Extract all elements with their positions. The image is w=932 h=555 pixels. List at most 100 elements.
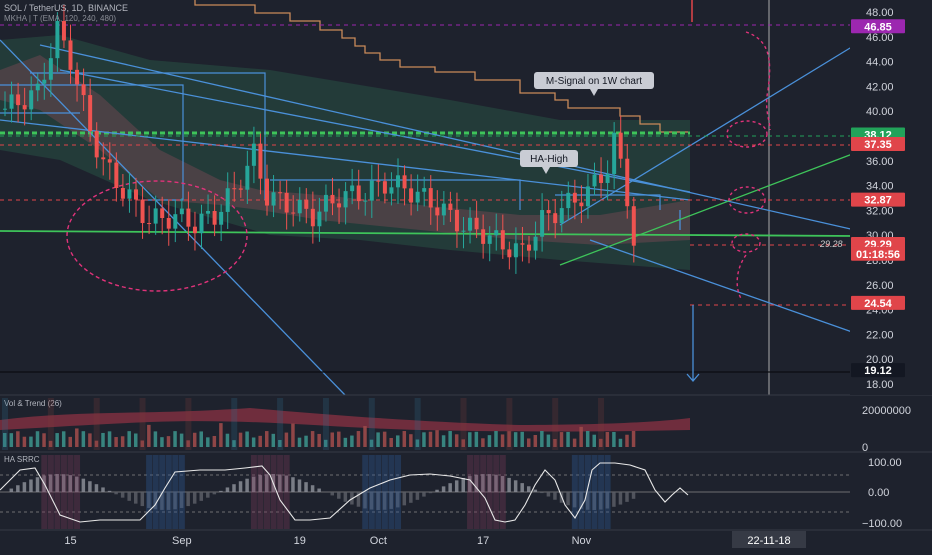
candle-body (108, 159, 112, 162)
volume-bar (127, 431, 131, 447)
oscillator-bar (239, 481, 243, 492)
candle-body (593, 175, 597, 187)
volume-bar (468, 432, 472, 447)
volume-shade (461, 398, 467, 450)
volume-bar (147, 425, 151, 447)
oscillator-bar (29, 479, 33, 492)
volume-bar (534, 435, 538, 447)
candle-body (409, 188, 413, 202)
oscillator-bar (566, 492, 570, 505)
oscillator-shade (61, 455, 67, 529)
candle-body (167, 218, 171, 229)
candle-body (324, 195, 328, 212)
oscillator-bar (114, 492, 118, 494)
volume-bar (560, 432, 564, 447)
oscillator-bar (127, 492, 131, 501)
volume-bar (350, 436, 354, 447)
candle-body (337, 203, 341, 207)
price-tag: 37.35 (851, 137, 905, 151)
volume-bar (29, 437, 33, 447)
candle-body (501, 230, 505, 249)
candle-body (245, 166, 249, 190)
candle-body (376, 181, 380, 182)
volume-bar (442, 435, 446, 447)
candle-body (265, 179, 269, 206)
candle-body (383, 181, 387, 193)
price-tick-label: 48.00 (866, 7, 894, 19)
oscillator-bar (612, 492, 616, 507)
oscillator-bar (632, 492, 636, 499)
oscillator-bar (520, 483, 524, 492)
candle-body (363, 201, 367, 202)
oscillator-shade (277, 455, 283, 529)
candle-body (534, 237, 538, 251)
oscillator-shade (172, 455, 178, 529)
volume-bar (317, 434, 321, 447)
candle-body (114, 163, 118, 188)
volume-bar (619, 439, 623, 447)
oscillator-shade (578, 455, 584, 529)
oscillator-bar (311, 485, 315, 492)
oscillator-bar (226, 487, 230, 492)
symbol-header: SOL / TetherUS, 1D, BINANCE (4, 3, 128, 13)
candle-body (219, 212, 223, 225)
volume-bar (114, 437, 118, 447)
volume-bar (547, 435, 551, 447)
candle-body (29, 90, 33, 109)
volume-bar (455, 434, 459, 447)
volume-bar (219, 423, 223, 447)
volume-bar (10, 433, 14, 447)
candle-body (632, 206, 636, 245)
volume-bar (285, 433, 289, 447)
candle-body (566, 193, 570, 208)
oscillator-shade (598, 455, 604, 529)
volume-shade (552, 398, 558, 450)
volume-shade (277, 398, 283, 450)
price-tag: 19.12 (851, 363, 905, 377)
oscillator-bar (422, 492, 426, 497)
volume-bar (245, 431, 249, 447)
m-signal-label: M-Signal on 1W chart (546, 76, 642, 87)
candle-body (547, 210, 551, 213)
volume-bar (403, 431, 407, 447)
oscillator-shade (375, 455, 381, 529)
oscillator-bar (141, 492, 145, 506)
volume-bar (42, 433, 46, 447)
price-tag: 01:18:56 (851, 247, 905, 261)
oscillator-bar (547, 492, 551, 497)
volume-bar (206, 437, 210, 447)
time-tick-label: 19 (294, 535, 306, 547)
price-tick-label: 40.00 (866, 106, 894, 118)
candle-body (206, 211, 210, 214)
volume-bar (389, 438, 393, 447)
candle-body (226, 188, 230, 212)
volume-bar (200, 431, 204, 447)
time-tick-label: Oct (370, 535, 387, 547)
price-tag-label: 46.85 (864, 21, 892, 33)
price-tag-label: 37.35 (864, 139, 892, 151)
candle-body (95, 131, 99, 157)
candle-body (625, 159, 629, 206)
volume-bar (586, 431, 590, 447)
volume-bar (82, 431, 86, 447)
cursor-date-label: 22-11-18 (747, 535, 790, 547)
volume-bar (514, 432, 518, 447)
candle-body (606, 174, 610, 183)
volume-bar (298, 438, 302, 447)
volume-bar (435, 430, 439, 447)
candle-body (370, 181, 374, 201)
oscillator-bar (514, 480, 518, 492)
candle-body (455, 210, 459, 231)
oscillator-shade (284, 455, 290, 529)
candle-body (3, 109, 7, 110)
volume-bar (331, 432, 335, 447)
price-tick-label: 42.00 (866, 81, 894, 93)
volume-bar (55, 433, 59, 447)
oscillator-shade (179, 455, 185, 529)
candle-body (121, 188, 125, 199)
oscillator-bar (298, 479, 302, 492)
candle-body (272, 192, 276, 205)
volume-bar (23, 437, 27, 447)
